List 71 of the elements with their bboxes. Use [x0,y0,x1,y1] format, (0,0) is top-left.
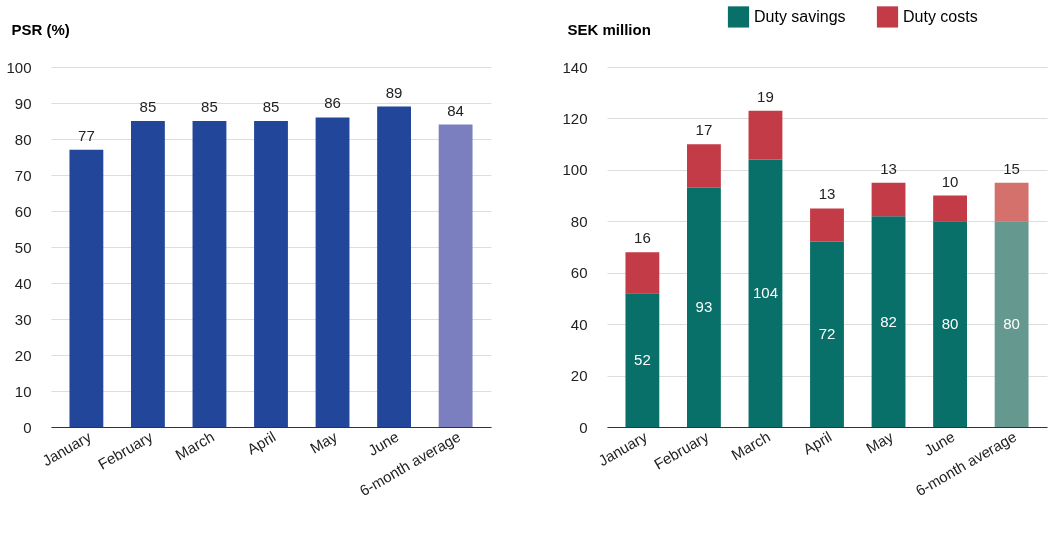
legend-label: Duty costs [903,7,978,25]
y-tick-label: 100 [562,161,588,179]
y-tick-label: 60 [570,264,588,282]
data-label: 85 [262,98,280,115]
bar [315,117,350,427]
y-tick-label: 100 [6,58,32,76]
bar [933,195,967,222]
bar [377,106,411,427]
bar [994,221,1029,427]
data-label: 17 [695,121,713,139]
x-tick-label: June [364,427,402,459]
y-tick-label: 30 [14,310,32,328]
data-label: 15 [1003,159,1020,177]
y-tick-label: 20 [570,367,588,385]
legend-label: Duty savings [754,7,846,25]
bar [687,144,721,188]
data-label: 85 [201,98,218,115]
bar [810,208,844,242]
bar [748,110,783,160]
bar [438,124,473,427]
bar [69,149,104,427]
data-label: 86 [324,94,341,112]
x-tick-label: April [244,427,279,458]
bar [254,121,288,427]
bar [131,121,165,427]
bar [871,182,906,217]
data-label: 104 [752,284,778,302]
bar [625,293,660,427]
data-label: 16 [634,229,651,247]
x-tick-label: May [306,427,341,457]
y-tick-label: 80 [14,130,32,148]
data-label: 93 [695,298,713,316]
bar [994,182,1029,222]
bar [933,221,967,427]
y-tick-label: 90 [14,94,32,112]
bar [687,187,721,427]
x-tick-label: May [862,427,897,457]
y-axis-title: PSR (%) [11,20,70,38]
data-label: 80 [1003,315,1020,333]
data-label: 77 [78,126,95,144]
y-tick-label: 70 [14,166,32,184]
bar [192,121,227,427]
data-label: 10 [941,172,959,190]
data-label: 84 [447,101,464,119]
data-label: 82 [880,312,897,330]
data-label: 72 [818,325,836,343]
x-tick-label: June [920,427,958,459]
y-tick-label: 0 [579,418,588,436]
bar [871,216,906,427]
bar [625,252,660,294]
x-tick-label: April [800,427,835,458]
y-tick-label: 80 [570,212,588,230]
data-label: 13 [880,159,897,177]
data-label: 80 [941,315,959,333]
y-tick-label: 20 [14,346,32,364]
data-label: 13 [818,185,836,203]
data-label: 19 [757,87,774,105]
bar [810,241,844,427]
y-tick-label: 50 [14,238,32,256]
y-tick-label: 10 [14,382,32,400]
data-label: 85 [139,98,157,115]
data-label: 52 [634,351,651,369]
y-tick-label: 0 [23,418,32,436]
y-axis-title: SEK million [567,20,651,38]
y-tick-label: 120 [562,109,588,127]
y-tick-label: 40 [570,315,588,333]
data-label: 89 [385,83,403,101]
bar [748,159,783,427]
y-tick-label: 140 [562,58,588,76]
y-tick-label: 40 [14,274,32,292]
y-tick-label: 60 [14,202,32,220]
